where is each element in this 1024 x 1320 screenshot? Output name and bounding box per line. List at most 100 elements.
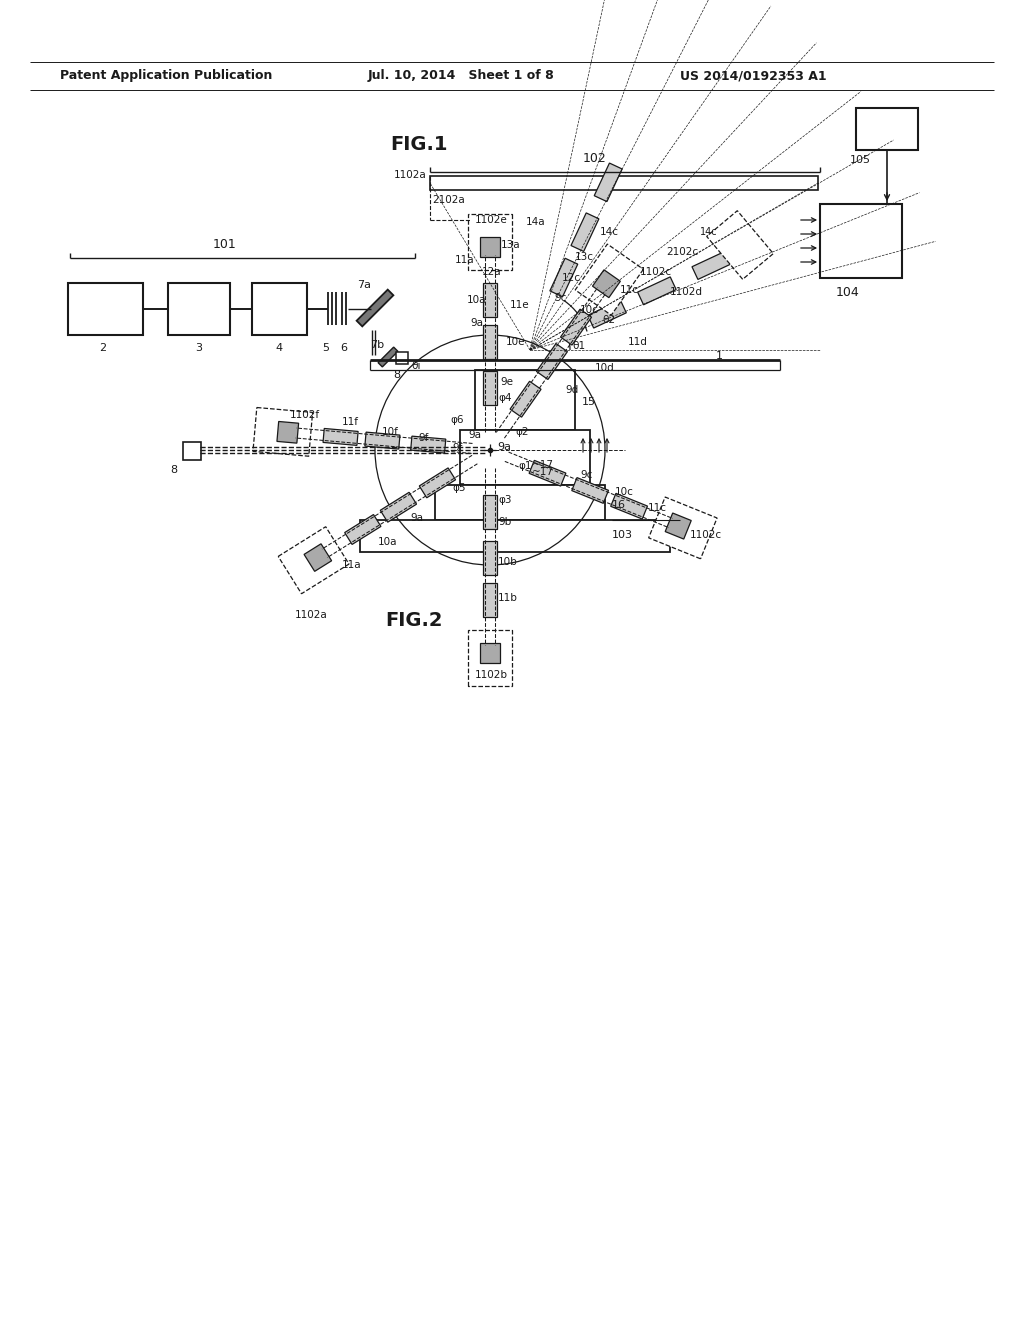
Text: 1102e: 1102e [475, 215, 508, 224]
Text: 9a: 9a [497, 442, 511, 451]
Text: 5: 5 [323, 343, 330, 352]
Polygon shape [529, 461, 566, 486]
Text: 9d: 9d [565, 385, 579, 395]
Polygon shape [593, 269, 621, 297]
Polygon shape [666, 513, 691, 539]
Text: 9c: 9c [580, 470, 592, 480]
Text: 13a: 13a [501, 240, 520, 249]
Text: 1102f: 1102f [290, 411, 321, 420]
Bar [396, 352, 408, 364]
Text: 1: 1 [716, 351, 723, 360]
Polygon shape [483, 325, 497, 359]
Text: 102: 102 [583, 152, 607, 165]
Text: 2102c: 2102c [666, 247, 698, 257]
Polygon shape [483, 282, 497, 317]
Text: φ1: φ1 [518, 461, 531, 471]
Text: 1102c: 1102c [690, 531, 722, 540]
Text: 103: 103 [612, 531, 633, 540]
Text: 14c: 14c [600, 227, 618, 238]
Polygon shape [411, 436, 445, 453]
Polygon shape [648, 498, 717, 558]
Text: ~17: ~17 [532, 459, 554, 470]
Bar [68, 282, 143, 335]
Text: 14c: 14c [700, 227, 718, 238]
Text: 11a: 11a [455, 255, 475, 265]
Text: 3: 3 [196, 343, 203, 352]
Polygon shape [571, 478, 608, 503]
Polygon shape [638, 277, 676, 305]
Text: θ2: θ2 [602, 315, 615, 325]
Text: 2: 2 [99, 343, 106, 352]
Polygon shape [419, 467, 456, 498]
Text: ~17: ~17 [532, 467, 554, 477]
Bar [168, 282, 230, 335]
Text: 12a: 12a [482, 267, 502, 277]
Text: 1102d: 1102d [670, 286, 703, 297]
Text: 11d: 11d [628, 337, 648, 347]
Polygon shape [707, 211, 773, 280]
Text: 10c: 10c [615, 487, 634, 498]
Polygon shape [345, 515, 381, 544]
Text: 14a: 14a [526, 216, 546, 227]
Text: 4: 4 [275, 343, 283, 352]
Polygon shape [588, 300, 627, 329]
Text: 10a: 10a [467, 294, 486, 305]
Text: 9e: 9e [500, 378, 513, 387]
Text: Jul. 10, 2014   Sheet 1 of 8: Jul. 10, 2014 Sheet 1 of 8 [368, 70, 555, 82]
Text: 104: 104 [836, 285, 860, 298]
Polygon shape [560, 309, 592, 345]
Text: 2102a: 2102a [432, 195, 465, 205]
Bar [460, 430, 590, 484]
Text: 13c: 13c [575, 252, 594, 261]
Text: φ6: φ6 [450, 414, 464, 425]
Bar [430, 176, 818, 190]
Bar [475, 370, 575, 430]
Polygon shape [610, 494, 647, 519]
Text: 1102a: 1102a [295, 610, 328, 620]
Text: 9a: 9a [470, 318, 483, 327]
Text: φ5: φ5 [452, 483, 466, 492]
Text: 10a: 10a [378, 537, 397, 546]
Text: 9c: 9c [554, 293, 566, 304]
Text: 11a: 11a [342, 560, 361, 570]
Text: 16: 16 [612, 500, 626, 510]
Polygon shape [468, 214, 512, 271]
Text: 8: 8 [170, 465, 177, 475]
Text: 9b: 9b [498, 517, 511, 527]
Text: FIG.1: FIG.1 [390, 136, 447, 154]
Text: 7b: 7b [370, 341, 384, 350]
Polygon shape [575, 244, 643, 315]
Polygon shape [253, 408, 312, 457]
Text: 105: 105 [850, 154, 871, 165]
Text: 1102a: 1102a [394, 170, 427, 180]
Polygon shape [356, 289, 393, 326]
Polygon shape [483, 371, 497, 405]
Text: φ3: φ3 [498, 495, 512, 506]
Polygon shape [279, 527, 349, 594]
Text: 101: 101 [213, 238, 237, 251]
Text: φ2: φ2 [515, 426, 528, 437]
Bar [252, 282, 307, 335]
Bar [435, 484, 605, 520]
Polygon shape [378, 347, 398, 367]
Polygon shape [594, 164, 623, 202]
Text: 9a: 9a [410, 513, 423, 523]
Polygon shape [480, 238, 500, 257]
Polygon shape [365, 432, 400, 449]
Polygon shape [480, 643, 500, 663]
Polygon shape [380, 492, 417, 523]
Text: 9f: 9f [418, 433, 428, 444]
Polygon shape [510, 381, 541, 417]
Text: 8: 8 [393, 370, 400, 380]
Polygon shape [323, 429, 358, 445]
Bar [820, 205, 902, 279]
Text: 12c: 12c [562, 273, 581, 282]
Polygon shape [571, 213, 599, 251]
Text: 11e: 11e [510, 300, 529, 310]
Polygon shape [304, 544, 332, 572]
Polygon shape [692, 252, 730, 280]
Text: US 2014/0192353 A1: US 2014/0192353 A1 [680, 70, 826, 82]
Text: 11c: 11c [620, 285, 639, 294]
Polygon shape [483, 583, 497, 616]
Text: 11b: 11b [498, 593, 518, 603]
